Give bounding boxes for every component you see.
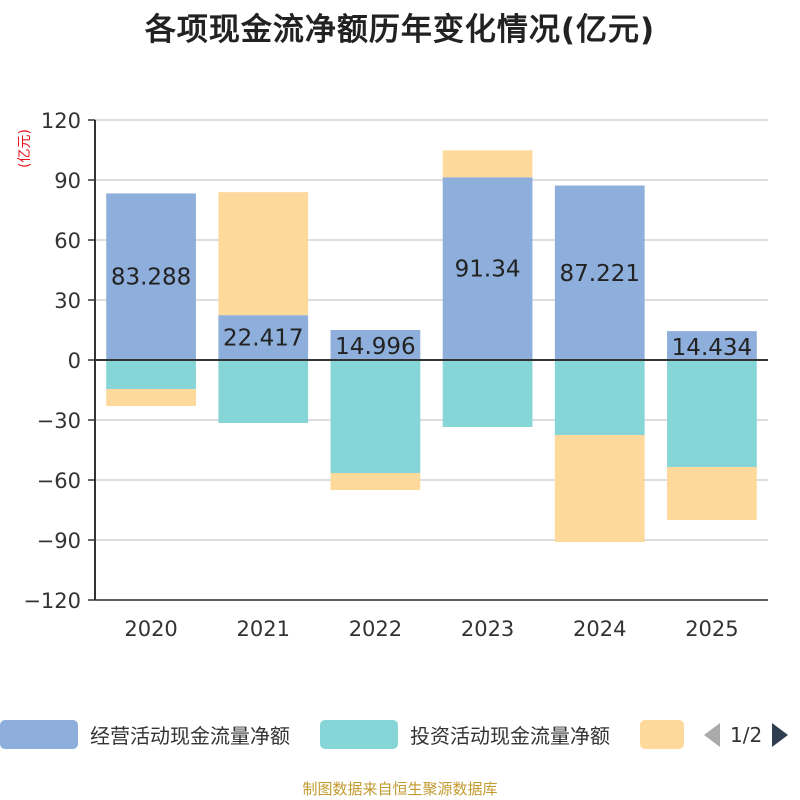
data-label: 91.34: [455, 257, 521, 283]
bar-segment: [330, 473, 421, 490]
bar-segment: [554, 360, 645, 435]
y-tick-label: 60: [54, 229, 81, 253]
x-tick-label: 2022: [349, 617, 402, 641]
bar-segment: [218, 360, 309, 423]
bar-segment: [667, 331, 757, 360]
data-label: 14.996: [335, 334, 415, 360]
x-tick-label: 2025: [685, 617, 738, 641]
data-label: 83.288: [111, 265, 191, 291]
bar-segment: [106, 389, 196, 406]
data-label: 22.417: [223, 326, 303, 352]
legend-page-indicator: 1/2: [730, 723, 763, 747]
y-tick-label: −60: [37, 469, 81, 493]
bar-segment: [330, 330, 421, 360]
legend-item-operating[interactable]: 经营活动现金流量净额: [0, 720, 290, 749]
x-tick-label: 2024: [573, 617, 626, 641]
bar-segment: [667, 467, 757, 520]
bar-segment: [106, 193, 196, 360]
chart-plot: 120 90 60 30 0 −30 −60 −90 −120 2020 2021 2022 2023 2…: [23, 109, 768, 641]
legend: 经营活动现金流量净额 投资活动现金流量净额 1/2: [0, 714, 800, 758]
y-tick-label: 120: [41, 109, 81, 133]
legend-pager: 1/2: [704, 720, 789, 750]
prev-page-icon[interactable]: [704, 723, 720, 747]
bar-segment: [218, 315, 309, 360]
bar-segment: [330, 360, 421, 473]
next-page-icon[interactable]: [772, 723, 789, 747]
bar-segment: [554, 185, 645, 360]
bar-segment: [554, 435, 645, 542]
x-tick-label: 2023: [461, 617, 514, 641]
legend-item-third[interactable]: [640, 720, 684, 749]
legend-swatch-investing: [320, 720, 398, 749]
y-tick-label: 30: [54, 289, 81, 313]
chart-title: 各项现金流净额历年变化情况(亿元): [144, 12, 656, 48]
data-label: 87.221: [560, 261, 640, 287]
y-tick-label: 90: [54, 169, 81, 193]
bar-segment: [442, 150, 533, 178]
legend-label-investing: 投资活动现金流量净额: [410, 724, 610, 748]
y-tick-label: −90: [37, 529, 81, 553]
x-tick-label: 2020: [124, 617, 177, 641]
source-footer: 制图数据来自恒生聚源数据库: [302, 780, 498, 798]
bar-segment: [106, 360, 196, 389]
legend-swatch-third: [640, 720, 684, 749]
y-tick-label: −30: [37, 409, 81, 433]
y-tick-label: −120: [23, 589, 81, 613]
bar-segment: [442, 360, 533, 427]
bar-segment: [442, 177, 533, 360]
legend-label-operating: 经营活动现金流量净额: [90, 724, 290, 748]
data-label: 14.434: [672, 335, 752, 361]
y-tick-label: 0: [68, 349, 81, 373]
bar-segment: [667, 360, 757, 467]
legend-item-investing[interactable]: 投资活动现金流量净额: [320, 720, 610, 749]
bar-segment: [218, 192, 309, 316]
legend-swatch-operating: [0, 720, 78, 749]
x-tick-label: 2021: [237, 617, 290, 641]
